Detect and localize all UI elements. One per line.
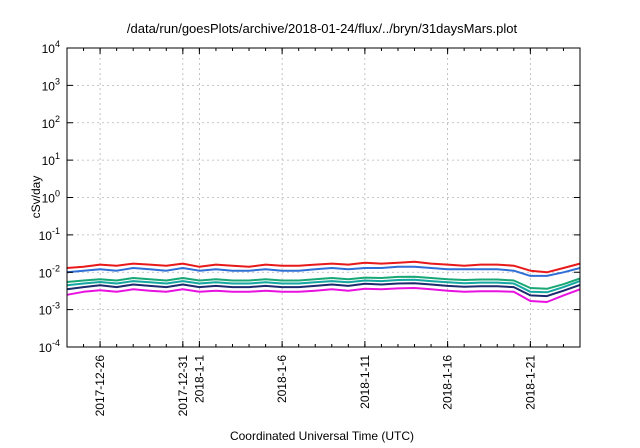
series-line-3	[66, 275, 581, 290]
y-ticks: 10-4 10-3 10-2 10-1 100 101 102 103 104	[39, 39, 580, 355]
series-line-1	[66, 260, 581, 274]
y-tick-label: 10-4	[39, 338, 60, 355]
y-tick-label: 104	[42, 39, 60, 56]
y-tick-label: 10-3	[39, 301, 60, 318]
x-tick-label: 2018-1-11	[358, 355, 372, 409]
x-tick-label: 2018-1-16	[441, 355, 455, 410]
y-tick-label: 100	[42, 189, 60, 206]
x-ticks: 2017-12-26 2017-12-31 2018-1-1 2018-1-6 2018…	[83, 48, 564, 417]
series-line-6	[66, 287, 581, 303]
series-line-5	[66, 282, 581, 298]
x-tick-label: 2018-1-21	[523, 355, 537, 410]
series-line-2	[66, 265, 581, 277]
series-line-4	[66, 278, 581, 294]
y-tick-label: 103	[42, 76, 60, 93]
x-tick-label: 2018-1-1	[192, 355, 206, 403]
y-tick-label: 10-1	[39, 226, 60, 243]
grid	[67, 48, 580, 347]
x-axis-label: Coordinated Universal Time (UTC)	[230, 429, 414, 443]
y-tick-label: 102	[42, 114, 60, 131]
y-axis-label: cSv/day	[29, 176, 43, 219]
chart-title: /data/run/goesPlots/archive/2018-01-24/f…	[127, 21, 518, 36]
x-tick-label: 2018-1-6	[275, 355, 289, 403]
x-tick-label: 2017-12-26	[93, 355, 107, 417]
y-tick-label: 101	[42, 151, 60, 168]
y-tick-label: 10-2	[39, 263, 60, 280]
x-tick-label: 2017-12-31	[176, 355, 190, 417]
series-layer	[66, 260, 581, 303]
